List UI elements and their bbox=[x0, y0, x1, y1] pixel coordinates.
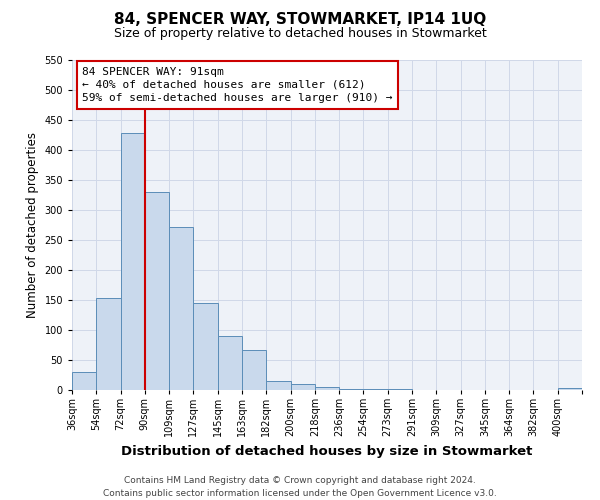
Bar bbox=[290, 384, 315, 390]
X-axis label: Distribution of detached houses by size in Stowmarket: Distribution of detached houses by size … bbox=[121, 444, 533, 458]
Bar bbox=[266, 381, 290, 390]
Text: Size of property relative to detached houses in Stowmarket: Size of property relative to detached ho… bbox=[113, 28, 487, 40]
Text: 84, SPENCER WAY, STOWMARKET, IP14 1UQ: 84, SPENCER WAY, STOWMARKET, IP14 1UQ bbox=[114, 12, 486, 28]
Bar bbox=[242, 350, 266, 390]
Bar bbox=[558, 388, 582, 390]
Text: 84 SPENCER WAY: 91sqm
← 40% of detached houses are smaller (612)
59% of semi-det: 84 SPENCER WAY: 91sqm ← 40% of detached … bbox=[82, 66, 392, 103]
Bar bbox=[218, 336, 242, 390]
Text: Contains HM Land Registry data © Crown copyright and database right 2024.
Contai: Contains HM Land Registry data © Crown c… bbox=[103, 476, 497, 498]
Bar bbox=[193, 303, 218, 390]
Bar bbox=[145, 192, 169, 390]
Bar bbox=[96, 298, 121, 390]
Bar bbox=[72, 372, 96, 390]
Bar bbox=[121, 133, 145, 390]
Bar bbox=[169, 227, 193, 390]
Bar bbox=[339, 389, 364, 390]
Y-axis label: Number of detached properties: Number of detached properties bbox=[26, 132, 39, 318]
Bar bbox=[315, 387, 339, 390]
